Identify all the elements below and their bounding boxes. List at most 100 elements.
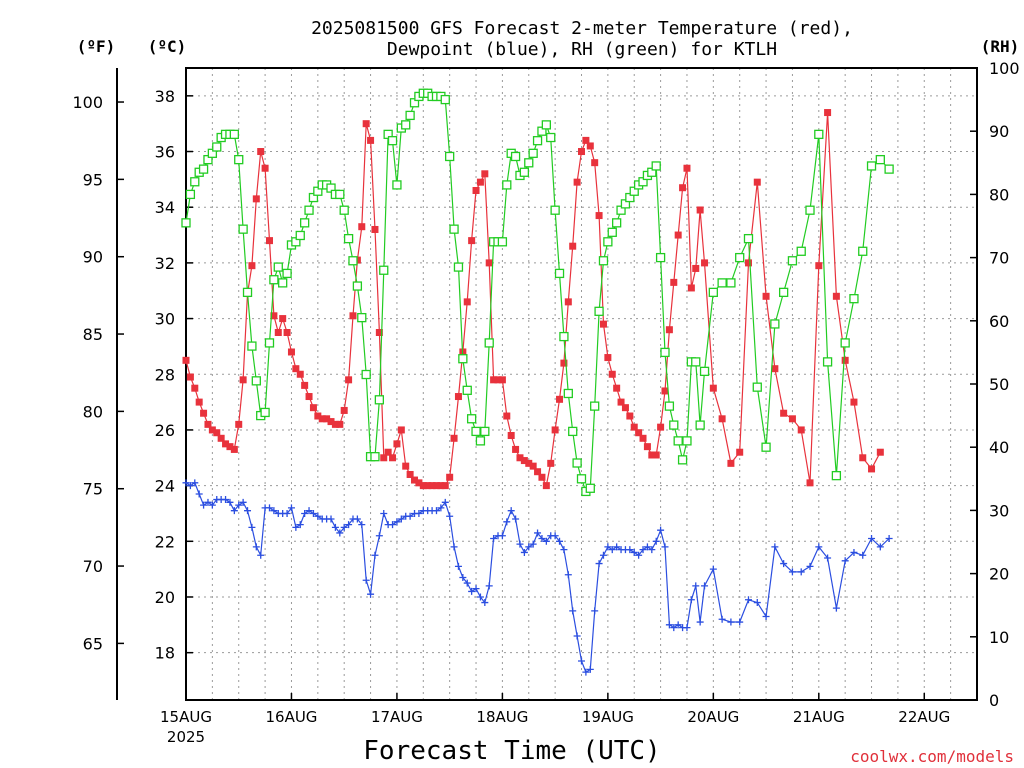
x-tick-label: 17AUG <box>371 708 423 726</box>
dewpoint-point <box>780 560 788 568</box>
rh-point <box>717 278 727 288</box>
dewpoint-point <box>380 509 388 517</box>
temperature-point <box>635 429 643 437</box>
rh-point <box>190 177 200 187</box>
rh-tick-label: 90 <box>989 122 1009 141</box>
rh-point <box>299 218 310 228</box>
temperature-point <box>643 443 651 451</box>
temperature-point <box>674 231 682 239</box>
dewpoint-point <box>599 551 607 559</box>
rh-point <box>458 354 468 364</box>
dewpoint-point <box>736 618 744 626</box>
dewpoint-point <box>182 479 190 487</box>
rh-point <box>655 252 666 263</box>
temperature-point <box>345 376 353 384</box>
temperature-point <box>771 365 779 373</box>
temperature-point <box>582 136 590 144</box>
dewpoint-point <box>564 571 572 579</box>
rh-point <box>594 306 604 316</box>
dewpoint-point <box>815 543 823 551</box>
fahrenheit-tick-label: 75 <box>83 480 103 499</box>
fahrenheit-tick-label: 70 <box>83 557 103 576</box>
rh-point <box>449 224 459 234</box>
dewpoint-point <box>709 565 717 573</box>
rh-point <box>695 420 705 430</box>
rh-point <box>343 233 354 244</box>
rh-point <box>699 366 710 377</box>
temperature-point <box>389 454 397 462</box>
dewpoint-point <box>850 548 858 556</box>
dewpoint-point <box>635 551 643 559</box>
dewpoint-point <box>340 523 348 531</box>
rh-point <box>247 341 257 351</box>
temperature-point <box>692 264 700 272</box>
x-tick-label: 16AUG <box>265 708 317 726</box>
temperature-point <box>296 370 304 378</box>
temperature-point <box>556 395 564 403</box>
temperature-point <box>384 448 392 456</box>
temperature-point <box>283 328 291 336</box>
temperature-point <box>270 312 278 320</box>
temperature-point <box>534 468 542 476</box>
temperature-point <box>551 426 559 434</box>
dewpoint-point <box>525 543 533 551</box>
dewpoint-point <box>437 504 445 512</box>
temperature-point <box>815 262 823 270</box>
celsius-tick-label: 28 <box>155 365 175 384</box>
temperature-point <box>318 415 326 423</box>
rh-point <box>440 94 450 105</box>
dewpoint-point <box>235 501 243 509</box>
dewpoint-point <box>389 521 397 529</box>
dewpoint-point <box>498 532 506 540</box>
dewpoint-point <box>358 521 366 529</box>
rh-point <box>831 470 842 481</box>
rh-point <box>524 158 534 168</box>
temperature-point <box>797 426 805 434</box>
dewpoint-point <box>578 657 585 665</box>
chart-title-line1: 2025081500 GFS Forecast 2-meter Temperat… <box>311 18 853 39</box>
temperature-point <box>217 434 225 442</box>
dewpoint-point <box>512 515 520 523</box>
celsius-tick-label: 36 <box>155 143 175 162</box>
dewpoint-point <box>692 582 700 590</box>
celsius-tick-label: 18 <box>155 644 175 663</box>
celsius-tick-label: 24 <box>155 477 175 496</box>
dewpoint-point <box>468 587 476 595</box>
rh-point <box>273 262 283 272</box>
dewpoint-point <box>551 532 559 540</box>
dewpoint-point <box>701 582 709 590</box>
temperature-point <box>397 426 405 434</box>
temperature-point <box>406 470 414 478</box>
temperature-point <box>204 420 212 428</box>
rh-point <box>339 205 349 215</box>
dewpoint-point <box>362 576 370 584</box>
dewpoint-series-line <box>185 481 890 674</box>
celsius-tick-label: 38 <box>155 87 175 106</box>
temperature-point <box>780 409 788 417</box>
dewpoint-point <box>287 504 295 512</box>
temperature-point <box>239 376 247 384</box>
rh-tick-label: 70 <box>989 249 1009 268</box>
temperature-point <box>252 195 260 203</box>
temperature-point <box>222 440 230 448</box>
rh-point <box>370 452 380 462</box>
fahrenheit-tick-label: 85 <box>83 325 103 344</box>
dewpoint-point <box>788 568 796 576</box>
dewpoint-point <box>230 507 238 515</box>
temperature-point <box>428 482 436 490</box>
temperature-point <box>709 384 717 392</box>
temperature-point <box>340 406 348 414</box>
dewpoint-point <box>591 607 599 615</box>
rh-point <box>379 265 389 275</box>
dewpoint-point <box>674 621 682 629</box>
temperature-point <box>419 482 427 490</box>
series-layer <box>181 88 894 676</box>
rh-point <box>528 148 538 158</box>
temperature-point <box>481 170 489 178</box>
dewpoint-point <box>516 540 524 548</box>
temperature-point <box>393 440 401 448</box>
rh-point <box>264 338 275 348</box>
dewpoint-point <box>626 546 634 554</box>
rh-point <box>669 420 679 430</box>
temperature-point <box>683 164 691 172</box>
